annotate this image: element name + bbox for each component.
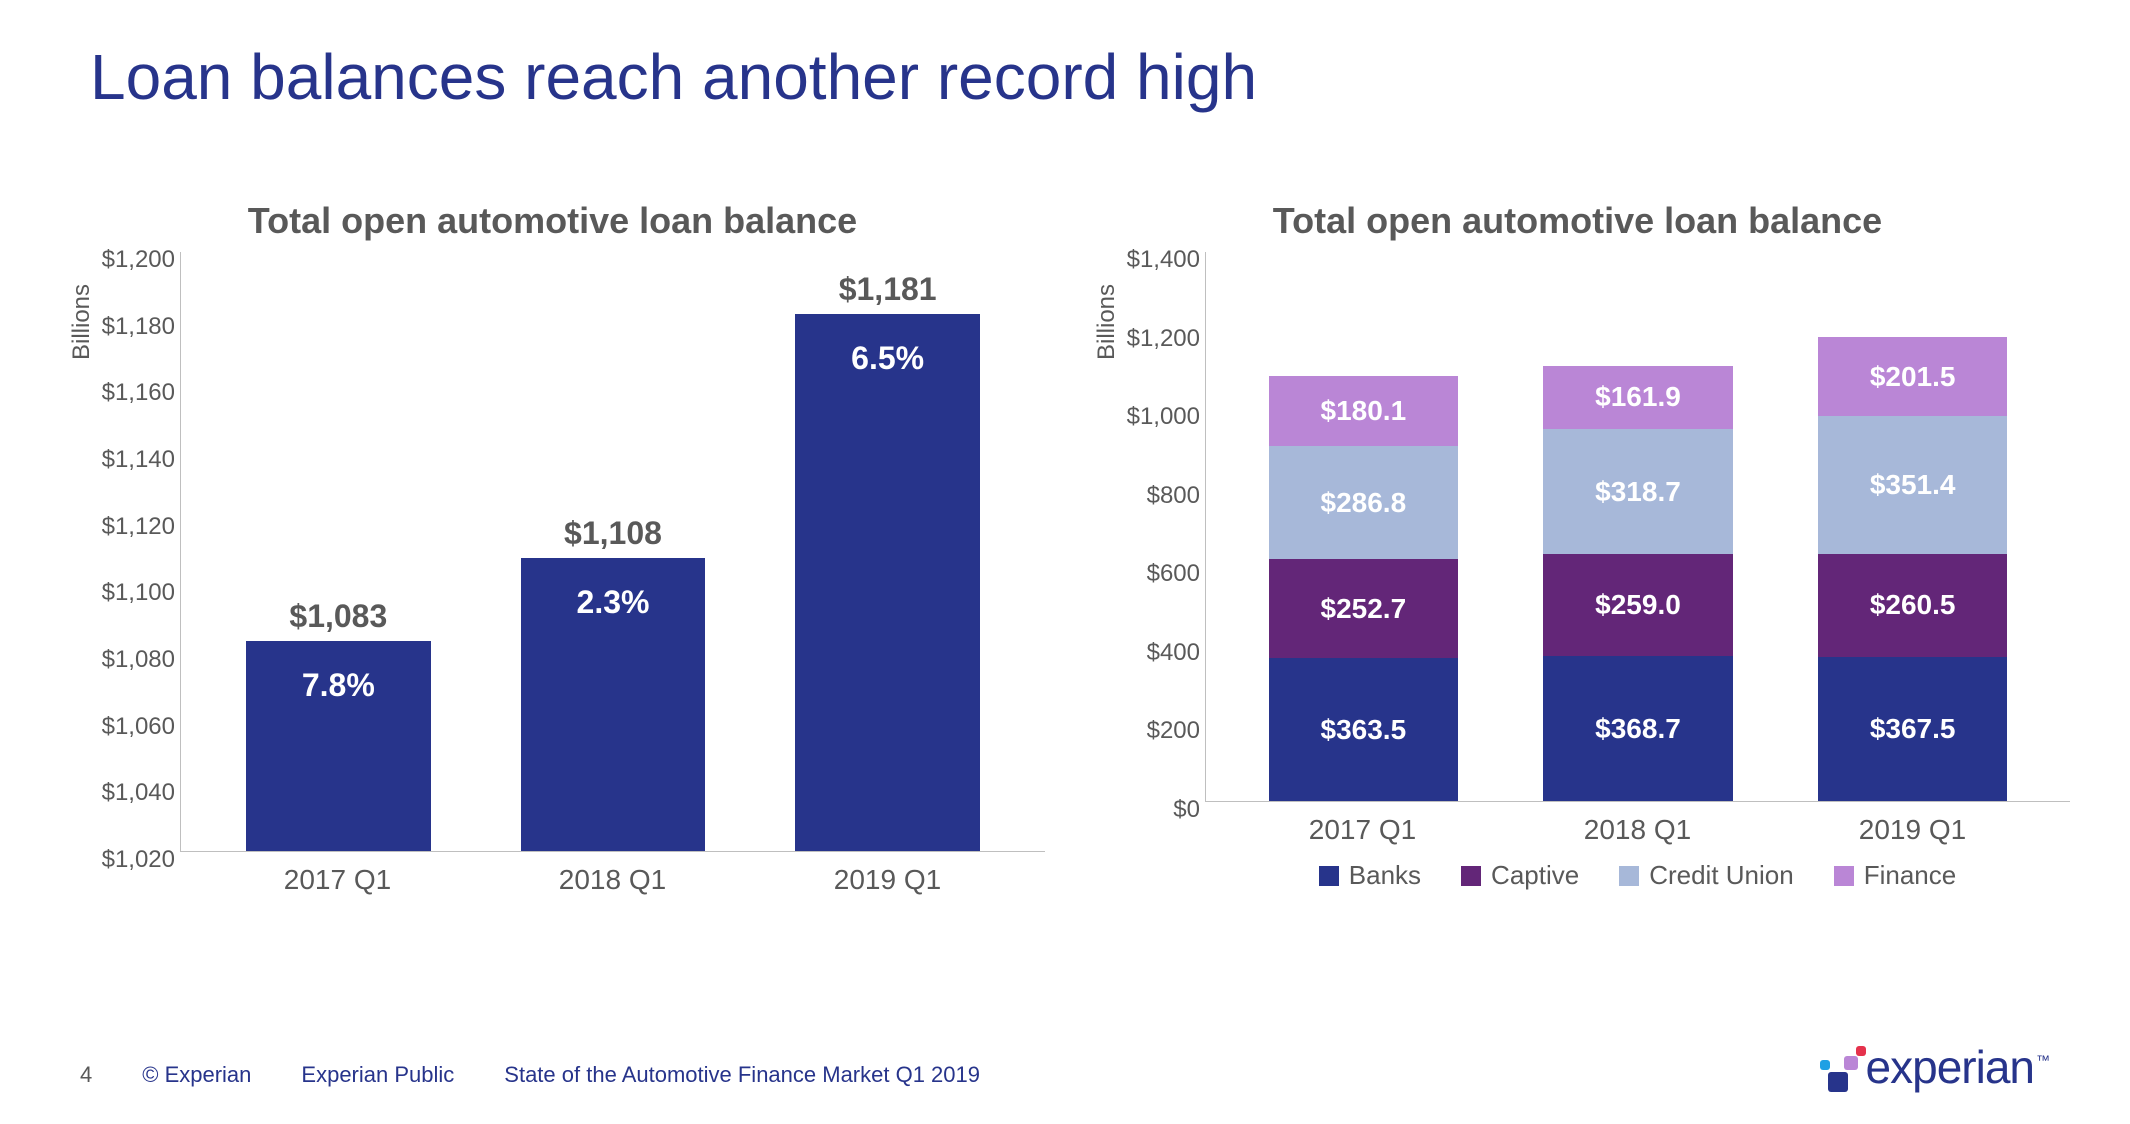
chart2-plot-area: $363.5$252.7$286.8$180.1$368.7$259.0$318… — [1205, 252, 2070, 802]
chart2-xtick: 2017 Q1 — [1247, 814, 1478, 846]
chart1-plot-area: $1,083 7.8% $1,108 2.3% $1,181 6.5% — [180, 252, 1045, 852]
chart1-bar-column: $1,181 6.5% — [772, 271, 1003, 851]
logo-text: experian — [1866, 1040, 2034, 1094]
classification-text: Experian Public — [301, 1062, 454, 1088]
chart1-bar: 7.8% — [246, 641, 431, 851]
chart2-x-axis: 2017 Q1 2018 Q1 2019 Q1 — [1205, 802, 2070, 846]
logo-dot-icon — [1844, 1056, 1858, 1070]
experian-logo: experian ™ — [1810, 1040, 2050, 1094]
chart1-bar: 2.3% — [521, 558, 706, 851]
chart2-segment-finance: $201.5 — [1818, 337, 2007, 416]
legend-item-finance: Finance — [1834, 860, 1957, 891]
legend-item-captive: Captive — [1461, 860, 1579, 891]
chart2-legend: Banks Captive Credit Union Finance — [1205, 860, 2070, 891]
chart2-segment-credit-union: $318.7 — [1543, 429, 1732, 554]
chart2-segment-captive: $260.5 — [1818, 554, 2007, 656]
chart2-ytick: $0 — [1173, 796, 1200, 824]
page-title: Loan balances reach another record high — [90, 40, 1257, 114]
chart1-xtick: 2019 Q1 — [772, 864, 1003, 896]
legend-item-banks: Banks — [1319, 860, 1421, 891]
legend-label: Captive — [1491, 860, 1579, 891]
chart1-ytick: $1,060 — [102, 713, 175, 741]
legend-label: Credit Union — [1649, 860, 1794, 891]
chart1-title: Total open automotive loan balance — [60, 200, 1045, 242]
chart1-xtick: 2018 Q1 — [497, 864, 728, 896]
legend-swatch-icon — [1834, 866, 1854, 886]
source-text: State of the Automotive Finance Market Q… — [504, 1062, 980, 1088]
chart2-segment-credit-union: $351.4 — [1818, 416, 2007, 554]
legend-label: Banks — [1349, 860, 1421, 891]
legend-swatch-icon — [1461, 866, 1481, 886]
chart1-ytick: $1,080 — [102, 646, 175, 674]
chart2-segment-banks: $368.7 — [1543, 656, 1732, 801]
chart2-title: Total open automotive loan balance — [1085, 200, 2070, 242]
charts-row: Total open automotive loan balance Billi… — [60, 200, 2070, 896]
chart1-ytick: $1,020 — [102, 846, 175, 874]
legend-swatch-icon — [1619, 866, 1639, 886]
chart2-segment-captive: $252.7 — [1269, 559, 1458, 658]
chart1-ytick: $1,120 — [102, 513, 175, 541]
legend-swatch-icon — [1319, 866, 1339, 886]
chart1-xtick: 2017 Q1 — [222, 864, 453, 896]
chart2-ytick: $1,000 — [1127, 403, 1200, 431]
chart1-pct-label: 2.3% — [577, 584, 650, 621]
footer: 4 © Experian Experian Public State of th… — [80, 1062, 980, 1088]
chart1-ytick: $1,040 — [102, 779, 175, 807]
chart1-bar-column: $1,108 2.3% — [498, 515, 729, 851]
chart2-xtick: 2019 Q1 — [1797, 814, 2028, 846]
chart2-ytick: $1,200 — [1127, 325, 1200, 353]
chart1-y-axis: $1,020$1,040$1,060$1,080$1,100$1,120$1,1… — [90, 260, 175, 860]
page-number: 4 — [80, 1062, 92, 1088]
chart2-bar-column: $367.5$260.5$351.4$201.5 — [1797, 337, 2028, 801]
bar-chart-total-balance: Total open automotive loan balance Billi… — [60, 200, 1045, 896]
chart1-value-label: $1,181 — [839, 271, 937, 308]
chart2-ytick: $800 — [1147, 482, 1200, 510]
logo-dot-icon — [1828, 1072, 1848, 1092]
chart2-ytick: $200 — [1147, 717, 1200, 745]
chart2-segment-banks: $367.5 — [1818, 657, 2007, 801]
logo-dot-icon — [1856, 1046, 1866, 1056]
chart1-pct-label: 6.5% — [851, 340, 924, 377]
stacked-bar-chart-by-lender: Total open automotive loan balance Billi… — [1085, 200, 2070, 896]
chart2-y-axis: $0$200$400$600$800$1,000$1,200$1,400 — [1115, 260, 1200, 810]
legend-label: Finance — [1864, 860, 1957, 891]
chart2-bar-column: $363.5$252.7$286.8$180.1 — [1248, 376, 1479, 801]
chart2-ytick: $1,400 — [1127, 246, 1200, 274]
chart1-pct-label: 7.8% — [302, 667, 375, 704]
chart2-segment-finance: $161.9 — [1543, 366, 1732, 430]
chart1-bar-column: $1,083 7.8% — [223, 598, 454, 851]
chart1-ytick: $1,100 — [102, 579, 175, 607]
chart1-ytick: $1,180 — [102, 313, 175, 341]
chart1-ytick: $1,200 — [102, 246, 175, 274]
chart2-ytick: $600 — [1147, 560, 1200, 588]
logo-dot-icon — [1820, 1060, 1830, 1070]
chart1-ytick: $1,160 — [102, 379, 175, 407]
logo-dots-icon — [1810, 1042, 1862, 1094]
chart1-x-axis: 2017 Q1 2018 Q1 2019 Q1 — [180, 852, 1045, 896]
chart1-value-label: $1,083 — [289, 598, 387, 635]
chart2-ytick: $400 — [1147, 639, 1200, 667]
chart1-value-label: $1,108 — [564, 515, 662, 552]
legend-item-credit-union: Credit Union — [1619, 860, 1794, 891]
chart2-segment-captive: $259.0 — [1543, 554, 1732, 656]
chart2-segment-banks: $363.5 — [1269, 658, 1458, 801]
copyright-text: © Experian — [142, 1062, 251, 1088]
chart2-segment-credit-union: $286.8 — [1269, 446, 1458, 559]
chart1-bar: 6.5% — [795, 314, 980, 851]
chart1-ytick: $1,140 — [102, 446, 175, 474]
chart2-xtick: 2018 Q1 — [1522, 814, 1753, 846]
chart2-segment-finance: $180.1 — [1269, 376, 1458, 447]
chart2-bar-column: $368.7$259.0$318.7$161.9 — [1523, 366, 1754, 801]
logo-trademark: ™ — [2036, 1052, 2050, 1068]
